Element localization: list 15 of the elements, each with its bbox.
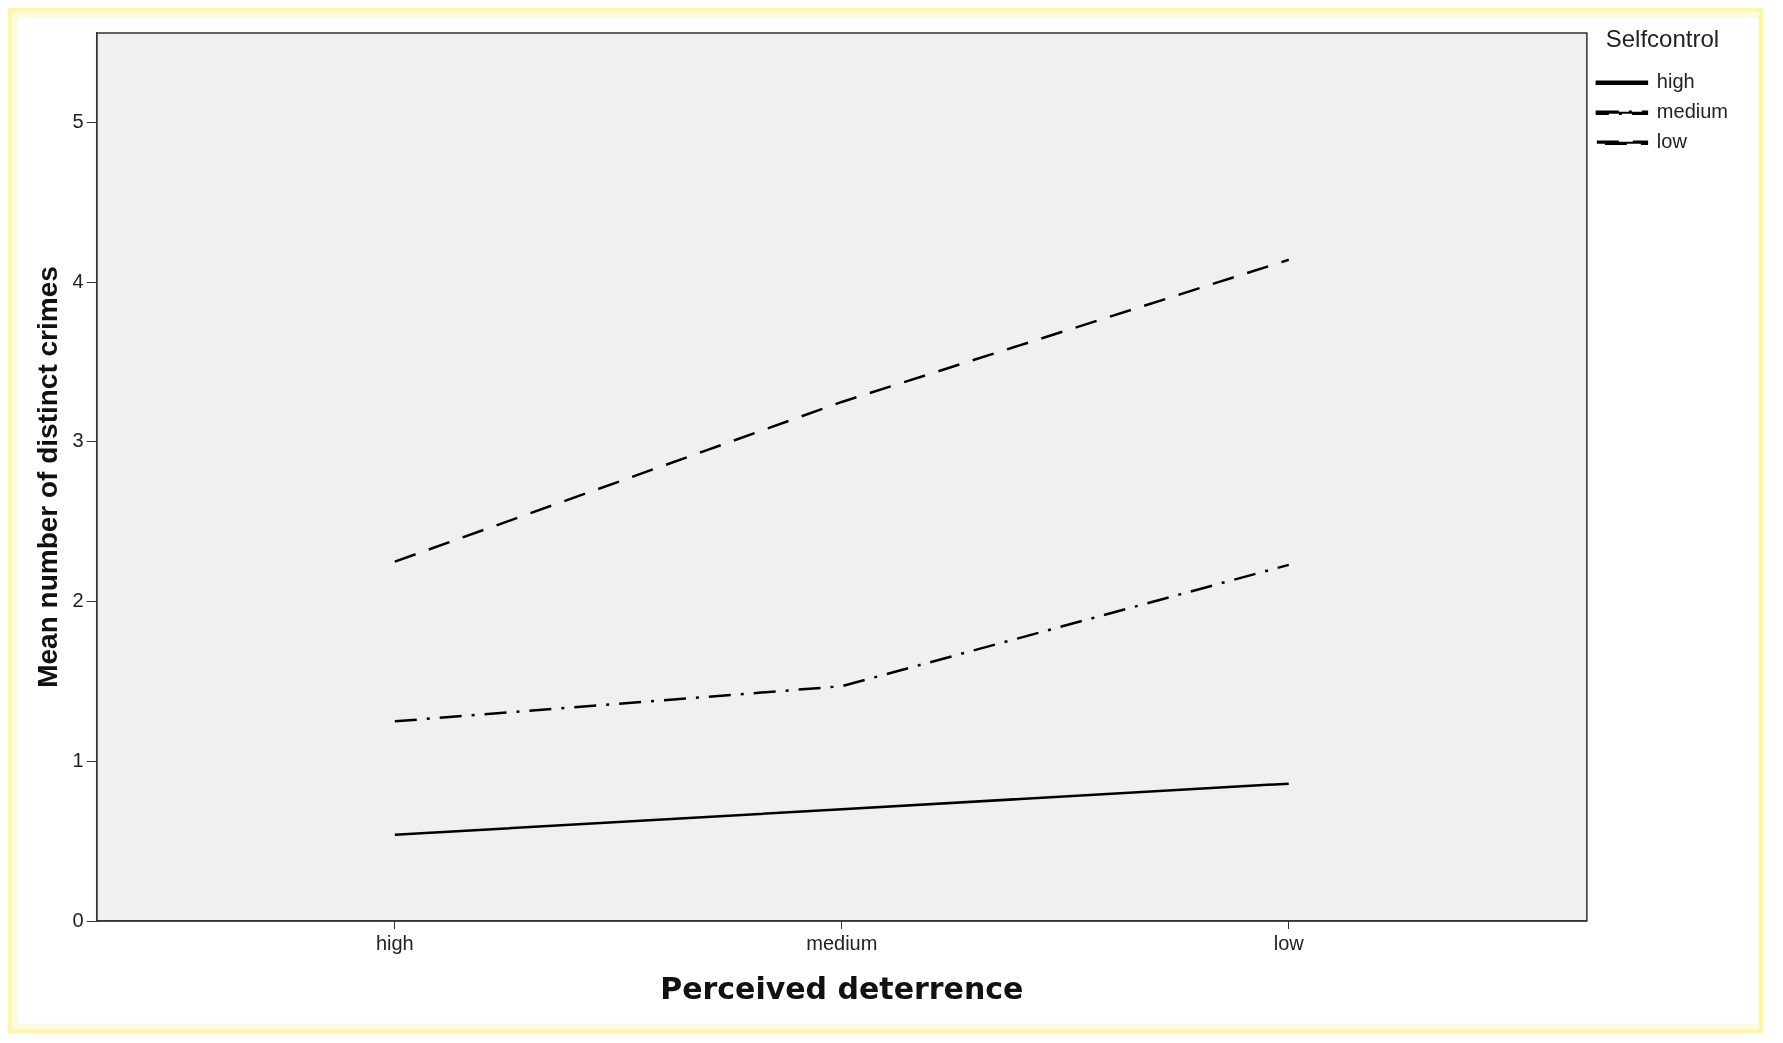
y-tick-label: 1 [72, 748, 84, 771]
y-tick-label: 3 [72, 429, 84, 452]
x-tick-label: high [375, 931, 414, 954]
y-tick-label: 5 [72, 109, 84, 132]
legend-label: high [1656, 70, 1695, 93]
legend-label: medium [1656, 100, 1729, 123]
y-tick-label: 0 [72, 908, 84, 931]
x-tick-label: medium [806, 931, 878, 954]
legend-title: Selfcontrol [1605, 24, 1720, 52]
y-tick-label: 2 [72, 589, 84, 612]
x-axis-title: Perceived deterrence [660, 970, 1024, 1006]
y-axis-title: Mean number of distinct crimes [31, 266, 63, 688]
y-tick-label: 4 [72, 269, 84, 292]
x-tick-label: low [1273, 931, 1305, 954]
legend-label: low [1656, 130, 1688, 153]
